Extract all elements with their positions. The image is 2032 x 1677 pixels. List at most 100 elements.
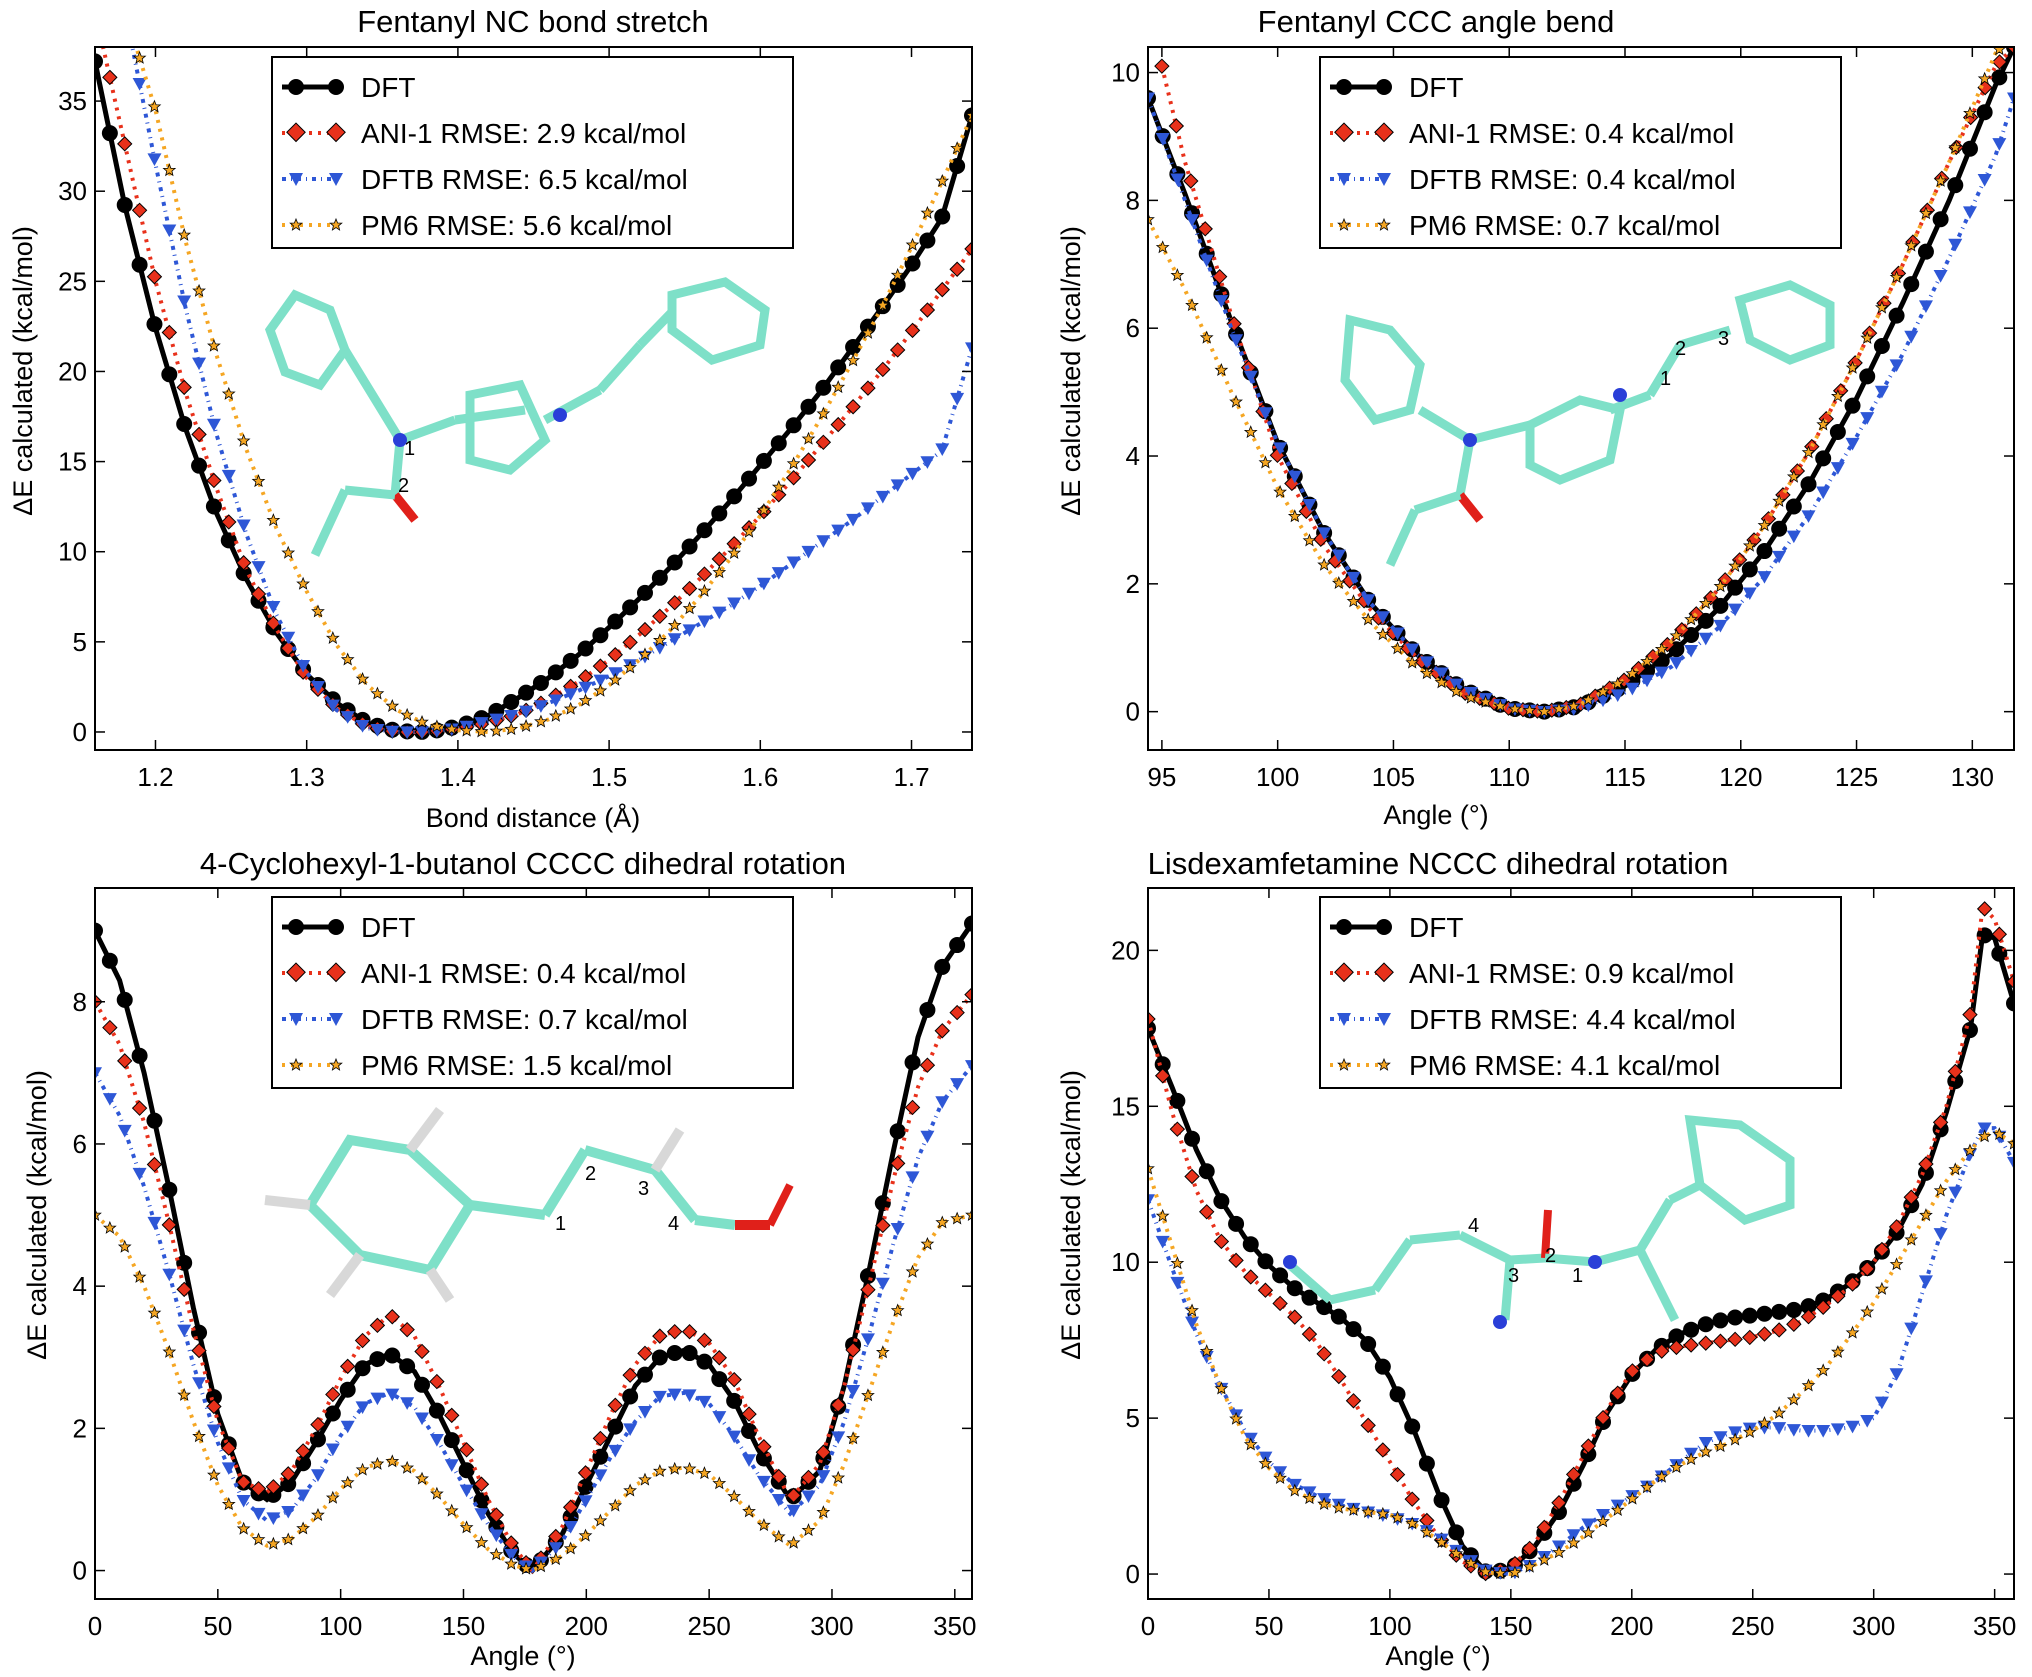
data-point-pm6 (1611, 1503, 1624, 1516)
data-point-dft (607, 1418, 624, 1435)
y-tick-label: 8 (1126, 185, 1140, 215)
data-point-dft (711, 505, 728, 522)
data-point-dftb (1654, 666, 1669, 680)
data-point-dft (1712, 597, 1729, 614)
data-point-dftb (1419, 656, 1434, 669)
x-tick-label: 350 (1973, 1611, 2016, 1641)
legend-entry-ani: ANI-1 RMSE: 0.9 kcal/mol (1330, 958, 1734, 989)
data-point-ani (949, 1004, 965, 1021)
x-tick-label: 300 (1852, 1611, 1895, 1641)
data-point-dftb (1596, 694, 1611, 708)
y-tick-label: 10 (58, 537, 87, 567)
chart-title: Fentanyl NC bond stretch (357, 4, 709, 39)
data-point-dftb (192, 357, 207, 371)
data-point-dftb (1786, 530, 1801, 544)
data-point-pm6 (103, 1221, 117, 1234)
data-point-dft (146, 1112, 163, 1129)
data-point-ani (711, 1350, 728, 1366)
data-point-dft (131, 256, 148, 273)
legend-label-dftb: DFTB RMSE: 4.4 kcal/mol (1409, 1004, 1736, 1035)
data-point-pm6 (252, 1533, 265, 1546)
data-point-pm6 (519, 719, 533, 732)
data-point-dftb (504, 1548, 519, 1562)
series-dftb (130, 47, 972, 739)
data-point-dftb (578, 1495, 593, 1508)
data-point-ani (667, 595, 683, 611)
atom-label-1: 1 (1572, 1265, 1583, 1287)
series-layer (1148, 901, 2014, 1582)
data-point-dft (1345, 1321, 1362, 1338)
data-point-dft (1316, 1299, 1333, 1316)
data-point-dft (95, 922, 103, 939)
data-point-dftb (1713, 1431, 1728, 1444)
legend-entry-dft: DFT (1330, 72, 1463, 103)
data-point-ani (815, 434, 832, 451)
data-point-ani (1674, 622, 1690, 638)
data-point-dftb (623, 1423, 638, 1436)
data-point-dftb (1581, 1518, 1596, 1532)
data-point-dft (309, 1431, 326, 1448)
data-point-pm6 (267, 513, 280, 526)
data-point-ani (1844, 1276, 1861, 1292)
data-point-pm6 (163, 1345, 176, 1358)
data-point-dftb (1742, 587, 1757, 601)
series-ani (1148, 901, 2014, 1582)
data-point-dftb (965, 342, 972, 356)
data-point-ani (1211, 268, 1228, 285)
data-point-ani (384, 1309, 400, 1325)
data-point-dftb (682, 1389, 697, 1402)
data-point-dft (949, 937, 966, 954)
data-point-dftb (1640, 674, 1655, 688)
data-point-ani (473, 1476, 490, 1492)
data-point-dftb (1214, 295, 1229, 308)
data-point-dftb (1258, 407, 1273, 420)
data-point-ani (652, 608, 668, 625)
data-point-ani (354, 1332, 371, 1349)
data-point-dftb (742, 1454, 757, 1467)
data-point-dft (1917, 243, 1934, 260)
data-point-dftb (1992, 138, 2007, 151)
legend-entry-ani: ANI-1 RMSE: 0.4 kcal/mol (1330, 118, 1734, 149)
y-tick-label: 6 (1126, 313, 1140, 343)
data-point-pm6 (192, 284, 206, 297)
data-point-dftb (1801, 1425, 1816, 1438)
data-point-pm6 (698, 1466, 711, 1479)
data-point-dft (205, 1389, 222, 1406)
data-point-dftb (310, 1469, 325, 1482)
data-point-pm6 (935, 174, 949, 187)
data-point-dft (131, 1047, 148, 1064)
data-point-dft (101, 125, 118, 142)
data-point-dftb (2007, 1156, 2014, 1170)
data-point-dft (1169, 1092, 1186, 1109)
data-point-dftb (831, 524, 846, 538)
data-point-ani (1536, 1519, 1553, 1536)
data-point-pm6 (2008, 28, 2020, 39)
data-point-ani (592, 1430, 609, 1447)
data-point-pm6 (950, 1212, 964, 1225)
data-point-dftb (965, 1060, 972, 1073)
data-point-ani (206, 1398, 222, 1415)
data-point-pm6 (1215, 363, 1228, 376)
chart-title: Lisdexamfetamine NCCC dihedral rotation (1148, 846, 1729, 881)
data-point-ani (681, 1324, 698, 1340)
data-point-dft (1301, 1289, 1318, 1306)
plot-frame (1147, 46, 2015, 751)
data-point-dftb (1977, 1122, 1992, 1136)
data-point-dft (934, 958, 951, 975)
data-point-ani (1595, 1409, 1611, 1426)
data-point-dftb (1698, 1436, 1713, 1450)
legend: DFT ANI-1 RMSE: 0.4 kcal/mol DFTB RMSE: … (271, 896, 794, 1089)
data-point-dftb (860, 502, 875, 515)
data-point-pm6 (400, 708, 414, 721)
data-point-pm6 (787, 1536, 800, 1549)
data-point-ani (339, 1358, 356, 1375)
data-point-dftb (325, 1443, 340, 1457)
data-point-dft (399, 1358, 416, 1375)
data-point-ani (2006, 47, 2014, 55)
data-point-ani (1287, 1309, 1303, 1325)
data-point-dftb (935, 443, 950, 457)
data-point-dftb (340, 711, 355, 724)
data-point-dftb (310, 681, 325, 694)
data-point-pm6 (1816, 1363, 1830, 1376)
data-point-dftb (1243, 370, 1258, 384)
